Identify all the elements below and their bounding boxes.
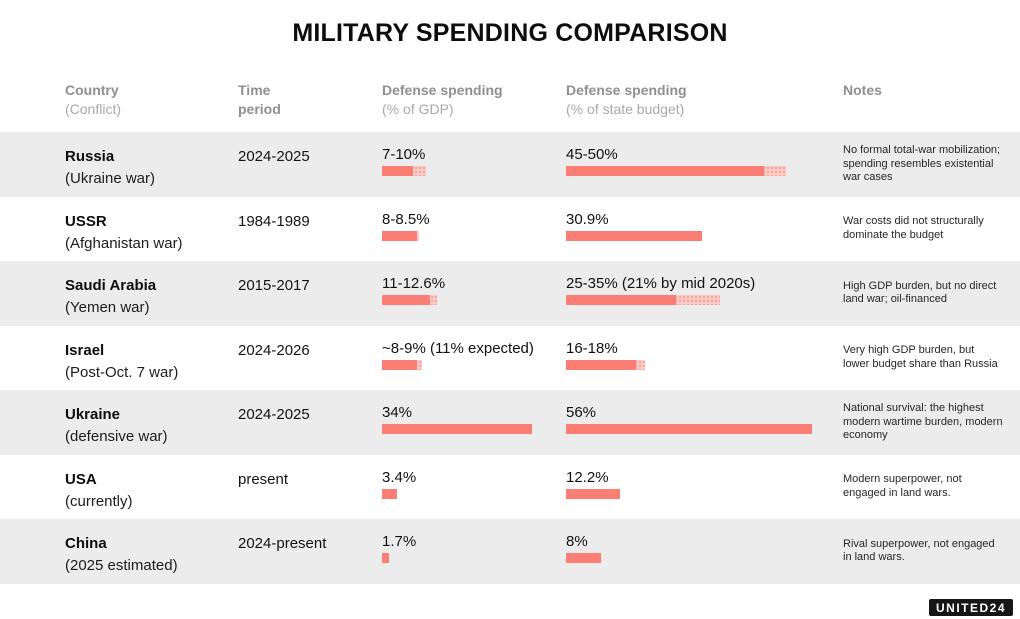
time-period: 2024-2025 (238, 406, 310, 423)
row-notes: No formal total-war mobilization; spendi… (843, 144, 1001, 183)
gdp-bar (382, 359, 422, 370)
gdp-value: 8-8.5% (382, 210, 430, 228)
table-row-saudi-arabia: Saudi Arabia (Yemen war) 2015-2017 11-12… (0, 261, 1020, 326)
column-header-notes: Notes (843, 82, 882, 98)
budget-value: 45-50% (566, 146, 618, 163)
table-row-china: China (2025 estimated) 2024-present 1.7%… (0, 519, 1020, 584)
time-period: 2024-present (238, 535, 327, 552)
gdp-value: 11-12.6% (382, 275, 446, 292)
gdp-value: 34% (382, 404, 413, 421)
gdp-bar (382, 424, 532, 434)
table-row-israel: Israel (Post-Oct. 7 war) 2024-2026 ~8-9%… (0, 326, 1020, 391)
gdp-bar (382, 230, 420, 241)
budget-value: 56% (566, 404, 597, 421)
country-conflict: (2025 estimated) (65, 557, 178, 574)
gdp-bar (382, 166, 426, 176)
page-title: MILITARY SPENDING COMPARISON (292, 19, 728, 47)
table-row-russia: Russia (Ukraine war) 2024-2025 7-10% 45-… (0, 132, 1020, 197)
country-conflict: (defensive war) (65, 428, 168, 445)
country-conflict: (Ukraine war) (65, 170, 156, 187)
country-conflict: (currently) (65, 492, 133, 510)
time-period: 1984-1989 (238, 212, 310, 230)
country-name: USSR (65, 212, 107, 230)
budget-bar (566, 488, 620, 499)
gdp-value: 7-10% (382, 146, 426, 163)
gdp-bar (382, 295, 438, 305)
time-period: 2024-2026 (238, 341, 310, 359)
row-notes: Modern superpower, not engaged in land w… (843, 473, 962, 499)
row-notes: Rival superpower, not engaged in land wa… (843, 537, 995, 564)
table-header: Country (Conflict) Time period Defense s… (0, 81, 1020, 119)
time-period: present (238, 470, 289, 488)
gdp-value: ~8-9% (11% expected) (382, 339, 534, 357)
gdp-value: 1.7% (382, 533, 417, 550)
row-notes: War costs did not structurally dominate … (843, 215, 984, 241)
time-period: 2024-2025 (238, 148, 310, 165)
table-row-ussr: USSR (Afghanistan war) 1984-1989 8-8.5% … (0, 197, 1020, 262)
budget-value: 8% (566, 533, 588, 550)
time-period: 2015-2017 (238, 277, 310, 294)
table-row-usa: USA (currently) present 3.4% 12.2% Moder… (0, 455, 1020, 520)
country-name: Russia (65, 148, 115, 165)
column-header-budget: Defense spending (% of state budget) (566, 82, 687, 117)
budget-value: 25-35% (21% by mid 2020s) (566, 275, 756, 292)
country-name: Ukraine (65, 406, 121, 423)
row-notes: Very high GDP burden, but lower budget s… (843, 344, 998, 370)
budget-value: 30.9% (566, 210, 609, 228)
country-conflict: (Post-Oct. 7 war) (65, 363, 179, 381)
budget-value: 16-18% (566, 339, 618, 357)
budget-bar (566, 295, 720, 305)
budget-bar (566, 553, 602, 563)
united24-logo: UNITED24 (928, 599, 1013, 616)
gdp-bar (382, 488, 397, 499)
column-header-gdp: Defense spending (% of GDP) (382, 82, 503, 117)
country-name: Israel (65, 341, 105, 359)
budget-bar (566, 230, 702, 241)
gdp-bar (382, 553, 390, 563)
budget-bar (566, 166, 786, 176)
column-header-period: Time period (238, 82, 281, 117)
country-name: China (65, 535, 107, 552)
table-body: Russia (Ukraine war) 2024-2025 7-10% 45-… (0, 132, 1020, 584)
country-name: USA (65, 470, 97, 488)
budget-value: 12.2% (566, 468, 609, 486)
column-header-country: Country (Conflict) (65, 82, 122, 117)
country-name: Saudi Arabia (65, 277, 157, 294)
row-notes: National survival: the highest modern wa… (843, 402, 1003, 441)
table-row-ukraine: Ukraine (defensive war) 2024-2025 34% 56… (0, 390, 1020, 455)
gdp-value: 3.4% (382, 468, 417, 486)
row-notes: High GDP burden, but no direct land war;… (843, 279, 997, 306)
budget-bar (566, 424, 813, 434)
budget-bar (566, 359, 646, 370)
country-conflict: (Yemen war) (65, 299, 150, 316)
country-conflict: (Afghanistan war) (65, 234, 183, 252)
